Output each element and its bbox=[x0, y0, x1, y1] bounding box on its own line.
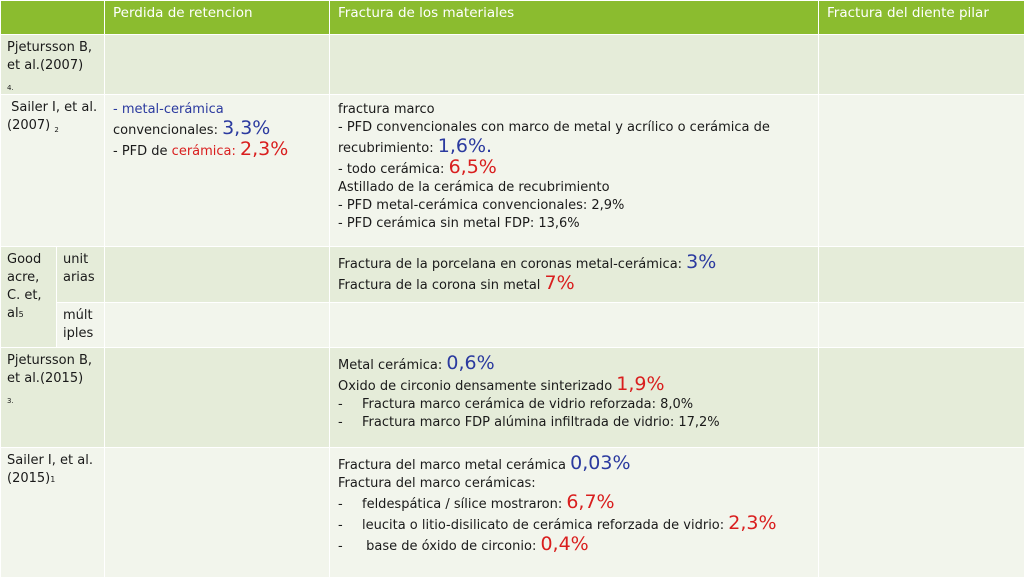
author-cell: Good acre, C. et, al5 bbox=[1, 247, 57, 348]
author-name: Sailer I, et al.(2007) bbox=[7, 100, 97, 133]
retention-cell bbox=[105, 348, 330, 448]
materials-cell: Metal cerámica: 0,6% Oxido de circonio d… bbox=[330, 348, 819, 448]
materials-line: Metal cerámica: 0,6% bbox=[338, 354, 812, 375]
reference-number: 5 bbox=[19, 310, 24, 319]
reference-number: 2 bbox=[54, 126, 58, 134]
materials-line: Oxido de circonio densamente sinterizado… bbox=[338, 375, 812, 396]
materials-line: -feldespática / sílice mostraron: 6,7% bbox=[338, 493, 812, 514]
materials-cell: Fractura del marco metal cerámica 0,03% … bbox=[330, 448, 819, 578]
retention-line: - PFD de cerámica: 2,3% bbox=[113, 140, 323, 161]
materials-line: fractura marco bbox=[338, 101, 812, 119]
value-highlight: 2,3% bbox=[728, 512, 776, 534]
materials-line: - PFD convencionales con marco de metal … bbox=[338, 119, 812, 137]
materials-line: - PFD cerámica sin metal FDP: 13,6% bbox=[338, 215, 812, 233]
author-cell: Sailer I, et al.(2007) 2 bbox=[1, 95, 105, 247]
materials-line: Fractura del marco metal cerámica 0,03% bbox=[338, 454, 812, 475]
value-highlight: 2,3% bbox=[240, 138, 288, 160]
materials-line: recubrimiento: 1,6%. bbox=[338, 137, 812, 158]
materials-line: Astillado de la cerámica de recubrimient… bbox=[338, 179, 812, 197]
materials-line: - todo cerámica: 6,5% bbox=[338, 158, 812, 179]
table-row-pjetursson-2007: Pjetursson B, et al.(2007) 4. bbox=[1, 35, 1024, 95]
value-highlight: 1,9% bbox=[616, 373, 664, 395]
value-highlight: 6,5% bbox=[449, 156, 497, 178]
author-name: Pjetursson B, et al.(2015) bbox=[7, 353, 92, 386]
retention-cell bbox=[105, 247, 330, 303]
materials-line: -Fractura marco FDP alúmina infiltrada d… bbox=[338, 414, 812, 432]
abutment-cell bbox=[819, 95, 1024, 247]
materials-cell bbox=[330, 303, 819, 348]
author-cell: Sailer I, et al.(2015)1 bbox=[1, 448, 105, 578]
table-row-sailer-2015: Sailer I, et al.(2015)1 Fractura del mar… bbox=[1, 448, 1024, 578]
materials-line: Fractura de la corona sin metal 7% bbox=[338, 274, 812, 295]
abutment-cell bbox=[819, 35, 1024, 95]
table-row-pjetursson-2015: Pjetursson B, et al.(2015) 3. Metal cerá… bbox=[1, 348, 1024, 448]
value-highlight: 6,7% bbox=[566, 491, 614, 513]
materials-line: -Fractura marco cerámica de vidrio refor… bbox=[338, 396, 812, 414]
reference-number: 3. bbox=[7, 397, 14, 405]
value-highlight: 1,6%. bbox=[438, 135, 492, 157]
author-cell: Pjetursson B, et al.(2007) 4. bbox=[1, 35, 105, 95]
abutment-cell bbox=[819, 303, 1024, 348]
table-row-sailer-2007: Sailer I, et al.(2007) 2 - metal-cerámic… bbox=[1, 95, 1024, 247]
materials-cell: Fractura de la porcelana en coronas meta… bbox=[330, 247, 819, 303]
header-row: Perdida de retencion Fractura de los mat… bbox=[1, 1, 1024, 35]
author-name: Pjetursson B, et al.(2007) bbox=[7, 40, 92, 73]
header-abutment: Fractura del diente pilar bbox=[819, 1, 1024, 35]
materials-cell bbox=[330, 35, 819, 95]
retention-line: convencionales: 3,3% bbox=[113, 119, 323, 140]
retention-cell bbox=[105, 303, 330, 348]
reference-number: 1 bbox=[50, 475, 55, 484]
reference-number: 4. bbox=[7, 84, 14, 92]
header-empty-cell bbox=[1, 1, 105, 35]
materials-cell: fractura marco - PFD convencionales con … bbox=[330, 95, 819, 247]
materials-line: Fractura de la porcelana en coronas meta… bbox=[338, 253, 812, 274]
retention-cell bbox=[105, 35, 330, 95]
value-highlight: 0,03% bbox=[570, 452, 630, 474]
retention-cell bbox=[105, 448, 330, 578]
value-highlight: 7% bbox=[545, 272, 575, 294]
value-highlight: 0,6% bbox=[446, 352, 494, 374]
abutment-cell bbox=[819, 348, 1024, 448]
materials-line: - PFD metal-cerámica convencionales: 2,9… bbox=[338, 197, 812, 215]
value-highlight: 0,4% bbox=[540, 533, 588, 555]
abutment-cell bbox=[819, 247, 1024, 303]
header-retention: Perdida de retencion bbox=[105, 1, 330, 35]
materials-line: - base de óxido de circonio: 0,4% bbox=[338, 535, 812, 556]
value-highlight: 3,3% bbox=[222, 117, 270, 139]
retention-cell: - metal-cerámica convencionales: 3,3% - … bbox=[105, 95, 330, 247]
header-materials: Fractura de los materiales bbox=[330, 1, 819, 35]
value-highlight: 3% bbox=[686, 251, 716, 273]
author-cell: Pjetursson B, et al.(2015) 3. bbox=[1, 348, 105, 448]
materials-line: -leucita o litio-disilicato de cerámica … bbox=[338, 514, 812, 535]
abutment-cell bbox=[819, 448, 1024, 578]
retention-line: - metal-cerámica bbox=[113, 101, 323, 119]
